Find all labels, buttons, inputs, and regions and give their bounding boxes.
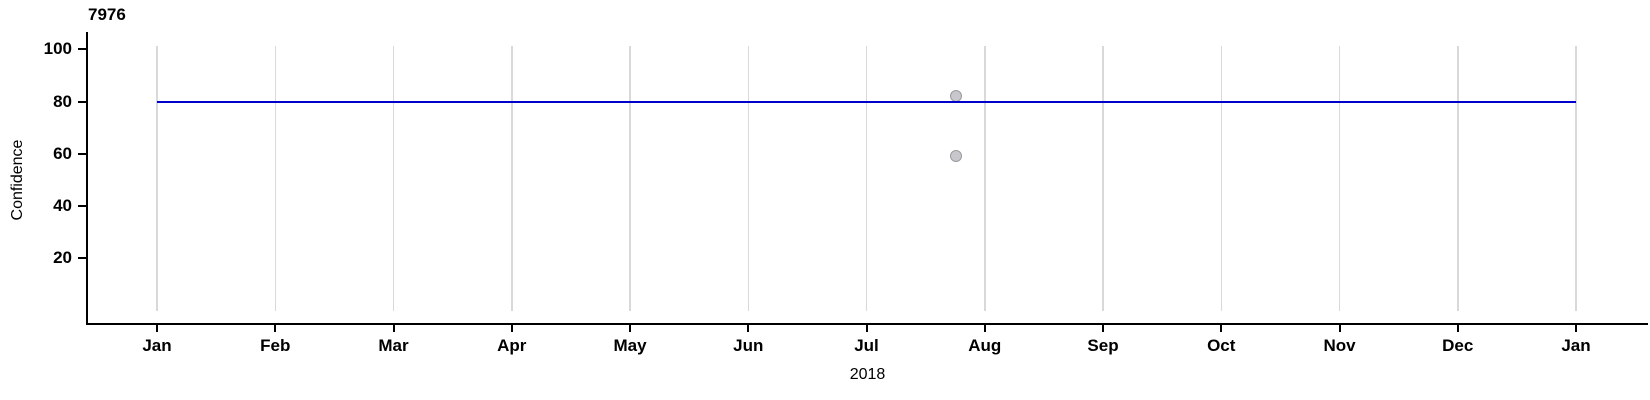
reference-line <box>157 100 1576 103</box>
month-gridline <box>1457 46 1459 311</box>
y-tick-label: 40 <box>53 196 72 215</box>
x-tick-label: Feb <box>260 336 291 355</box>
y-tick <box>78 257 86 260</box>
x-tick-label: Sep <box>1087 336 1119 355</box>
x-tick <box>1338 325 1341 332</box>
y-tick <box>78 205 86 207</box>
x-tick-label: Jun <box>733 336 764 355</box>
x-tick <box>865 325 868 332</box>
month-gridline <box>274 46 276 311</box>
month-gridline <box>629 46 631 311</box>
x-tick-label: Oct <box>1207 336 1236 355</box>
x-tick-label: May <box>613 336 647 355</box>
y-tick-label: 20 <box>53 248 72 268</box>
month-gridline <box>1102 46 1104 311</box>
month-gridline <box>511 46 513 311</box>
x-tick-label: Dec <box>1442 336 1474 355</box>
y-axis-spine <box>86 32 88 325</box>
x-axis-label: 2018 <box>849 366 886 383</box>
x-tick-label: Apr <box>497 336 527 355</box>
x-tick-label: Aug <box>968 336 1002 355</box>
y-tick-label: 100 <box>43 39 72 59</box>
x-tick <box>1102 325 1104 332</box>
x-tick-label: Mar <box>378 336 409 355</box>
x-tick <box>510 325 513 332</box>
x-tick <box>274 325 277 332</box>
y-tick-label: 80 <box>53 91 72 111</box>
x-tick-label: Jan <box>1561 336 1591 355</box>
x-axis-spine <box>86 323 1648 325</box>
x-tick <box>983 325 986 332</box>
x-tick-label: Jul <box>854 336 879 355</box>
month-gridline <box>865 46 868 311</box>
chart-title: 7976 <box>88 5 126 24</box>
x-tick <box>747 325 750 332</box>
month-gridline <box>392 46 395 311</box>
x-tick-label: Jan <box>142 336 172 355</box>
x-tick <box>1220 325 1223 332</box>
month-gridline <box>1575 46 1577 311</box>
y-tick <box>78 152 86 155</box>
x-tick <box>629 325 631 332</box>
x-tick <box>1456 325 1459 332</box>
y-tick-label: 60 <box>53 143 72 163</box>
x-tick-label: Nov <box>1323 336 1356 355</box>
month-gridline <box>984 46 986 311</box>
y-tick <box>78 48 86 51</box>
y-tick <box>78 100 86 103</box>
data-point <box>950 150 963 163</box>
month-gridline <box>1338 46 1341 311</box>
month-gridline <box>747 46 749 311</box>
month-gridline <box>156 46 158 311</box>
x-tick <box>1575 325 1577 332</box>
x-tick <box>392 325 395 332</box>
x-tick <box>156 325 158 332</box>
month-gridline <box>1220 46 1222 311</box>
